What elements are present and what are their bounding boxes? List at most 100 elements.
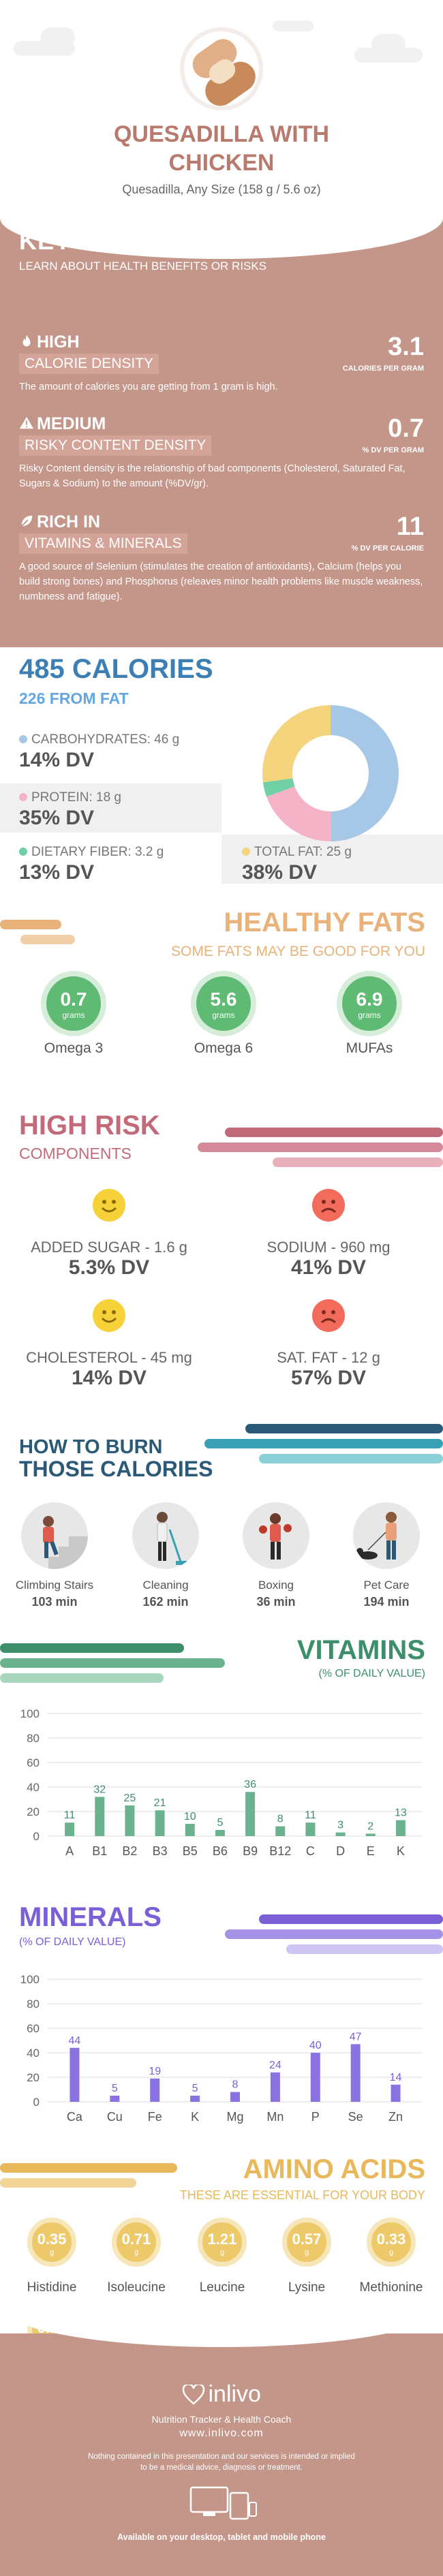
food-photo: [180, 27, 263, 110]
disclaimer-line2: to be a medical advice, diagnosis or tre…: [140, 2464, 303, 2472]
bar-Mg: [230, 2092, 240, 2102]
x-tick-label: B2: [122, 1844, 137, 1858]
activity-cleaning: Cleaning 162 min: [118, 1502, 213, 1609]
serving-size: Quesadilla, Any Size (158 g / 5.6 oz): [122, 183, 321, 196]
amino-lysine-label: Lysine: [288, 2280, 326, 2295]
fact-calorie-density: HIGH CALORIE DENSITY 3.1 CALORIES PER GRA…: [19, 332, 424, 392]
x-tick-label: K: [397, 1844, 405, 1858]
healthy-fats-title: HEALTHY FATS: [224, 907, 425, 937]
bar-K: [395, 1820, 406, 1836]
fat-omega6-label: Omega 6: [194, 1040, 254, 1056]
bar-value-label: 14: [390, 2072, 402, 2083]
x-tick-label: D: [336, 1844, 345, 1858]
amino-histidine-label: Histidine: [27, 2280, 77, 2295]
brand-name: inlivo: [208, 2381, 261, 2407]
flame-icon: [22, 335, 31, 347]
y-tick-label: 80: [27, 1998, 40, 2011]
x-tick-label: A: [65, 1844, 74, 1858]
bar-value-label: 5: [112, 2083, 118, 2094]
high-risk-subtitle: COMPONENTS: [19, 1145, 132, 1162]
x-tick-label: E: [367, 1844, 375, 1858]
x-tick-label: B1: [92, 1844, 107, 1858]
pet-care-icon: [353, 1502, 420, 1569]
footer: inlivo Nutrition Tracker & Health Coach …: [0, 2306, 443, 2576]
amino-histidine-circle: 0.35 g: [27, 2218, 76, 2267]
x-tick-label: Ca: [67, 2110, 83, 2124]
bar-value-label: 21: [154, 1797, 166, 1809]
high-risk-title: HIGH RISK: [19, 1111, 160, 1140]
y-tick-label: 80: [27, 1732, 40, 1745]
x-tick-label: Se: [348, 2110, 363, 2124]
sad-face-icon: [312, 1189, 345, 1222]
bar-value-label: 3: [337, 1820, 343, 1831]
risk-satfat-label: SAT. FAT - 12 g: [277, 1349, 380, 1366]
minerals-subtitle: (% OF DAILY VALUE): [19, 1936, 126, 1948]
header: QUESADILLA WITH CHICKEN Quesadilla, Any …: [0, 0, 443, 218]
bar-Fe: [150, 2078, 160, 2102]
donut-slice-total-fat: [262, 705, 331, 783]
bar-value-label: 5: [217, 1817, 223, 1829]
bar-Ca: [70, 2047, 80, 2102]
bar-Se: [350, 2044, 361, 2102]
brand-tagline: Nutrition Tracker & Health Coach: [151, 2414, 292, 2425]
x-tick-label: B5: [183, 1844, 198, 1858]
brand-url[interactable]: www.inlivo.com: [179, 2427, 264, 2439]
bar-Zn: [391, 2084, 401, 2102]
bar-value-label: 40: [309, 2040, 322, 2051]
carbs-color-dot: [19, 735, 27, 743]
risk-sodium-dv: 41% DV: [290, 1256, 367, 1279]
calories-from-fat: 226 FROM FAT: [19, 689, 129, 707]
vitamins-subtitle: (% OF DAILY VALUE): [318, 1668, 425, 1679]
amino-methionine-label: Methionine: [359, 2280, 423, 2295]
boxing-icon: [243, 1502, 309, 1569]
risk-sugar-label: ADDED SUGAR - 1.6 g: [31, 1239, 187, 1256]
sad-face-icon: [312, 1299, 345, 1332]
amino-lysine-circle: 0.57 g: [282, 2218, 331, 2267]
nutrient-protein: PROTEIN: 18 g 35% DV: [19, 790, 121, 829]
fiber-color-dot: [19, 848, 27, 856]
fat-mufas-circle: 6.9 grams: [337, 971, 402, 1036]
bar-Mn: [270, 2072, 280, 2102]
bar-B2: [125, 1805, 135, 1836]
x-tick-label: Zn: [388, 2110, 403, 2124]
bar-B5: [185, 1824, 195, 1836]
nutrient-fat: TOTAL FAT: 25 g 38% DV: [242, 845, 352, 884]
leaf-icon: [21, 515, 33, 527]
bar-K: [190, 2096, 200, 2102]
page-title: QUESADILLA WITH CHICKEN: [113, 121, 330, 176]
heart-logo-icon: [182, 2383, 205, 2405]
donut-slice-protein: [266, 786, 331, 841]
warning-icon: [19, 416, 34, 429]
bar-value-label: 19: [149, 2066, 161, 2077]
y-tick-label: 20: [27, 1805, 40, 1818]
x-tick-label: Mg: [226, 2110, 243, 2124]
x-tick-label: P: [311, 2110, 320, 2124]
x-tick-label: C: [306, 1844, 315, 1858]
bar-value-label: 25: [124, 1793, 136, 1804]
happy-face-icon: [93, 1189, 125, 1222]
bar-value-label: 32: [93, 1784, 106, 1795]
fat-band: [222, 835, 443, 884]
y-tick-label: 40: [27, 2047, 40, 2060]
risk-satfat-dv: 57% DV: [290, 1367, 367, 1389]
burn-title-line2: THOSE CALORIES: [19, 1457, 213, 1481]
amino-leucine-label: Leucine: [199, 2280, 245, 2295]
bar-B3: [155, 1810, 165, 1836]
fact-vitamins-minerals: RICH IN VITAMINS & MINERALS 11% DV PER C…: [19, 512, 424, 602]
bar-value-label: 13: [395, 1807, 407, 1819]
y-tick-label: 0: [33, 1830, 40, 1843]
fat-omega3-circle: 0.7 grams: [41, 971, 106, 1036]
bar-value-label: 11: [64, 1810, 76, 1821]
y-tick-label: 40: [27, 1781, 40, 1794]
bar-value-label: 11: [305, 1810, 316, 1821]
protein-band: [0, 783, 222, 833]
risk-cholesterol-label: CHOLESTEROL - 45 mg: [26, 1349, 192, 1366]
x-tick-label: Mn: [266, 2110, 284, 2124]
key-facts-heading: KEY FACTS LEARN ABOUT HEALTH BENEFITS OR…: [19, 227, 267, 273]
x-tick-label: B9: [243, 1844, 258, 1858]
bar-Cu: [110, 2096, 120, 2102]
calories-title: 485 CALORIES: [19, 654, 213, 684]
bar-value-label: 24: [269, 2060, 281, 2071]
x-tick-label: B3: [153, 1844, 168, 1858]
